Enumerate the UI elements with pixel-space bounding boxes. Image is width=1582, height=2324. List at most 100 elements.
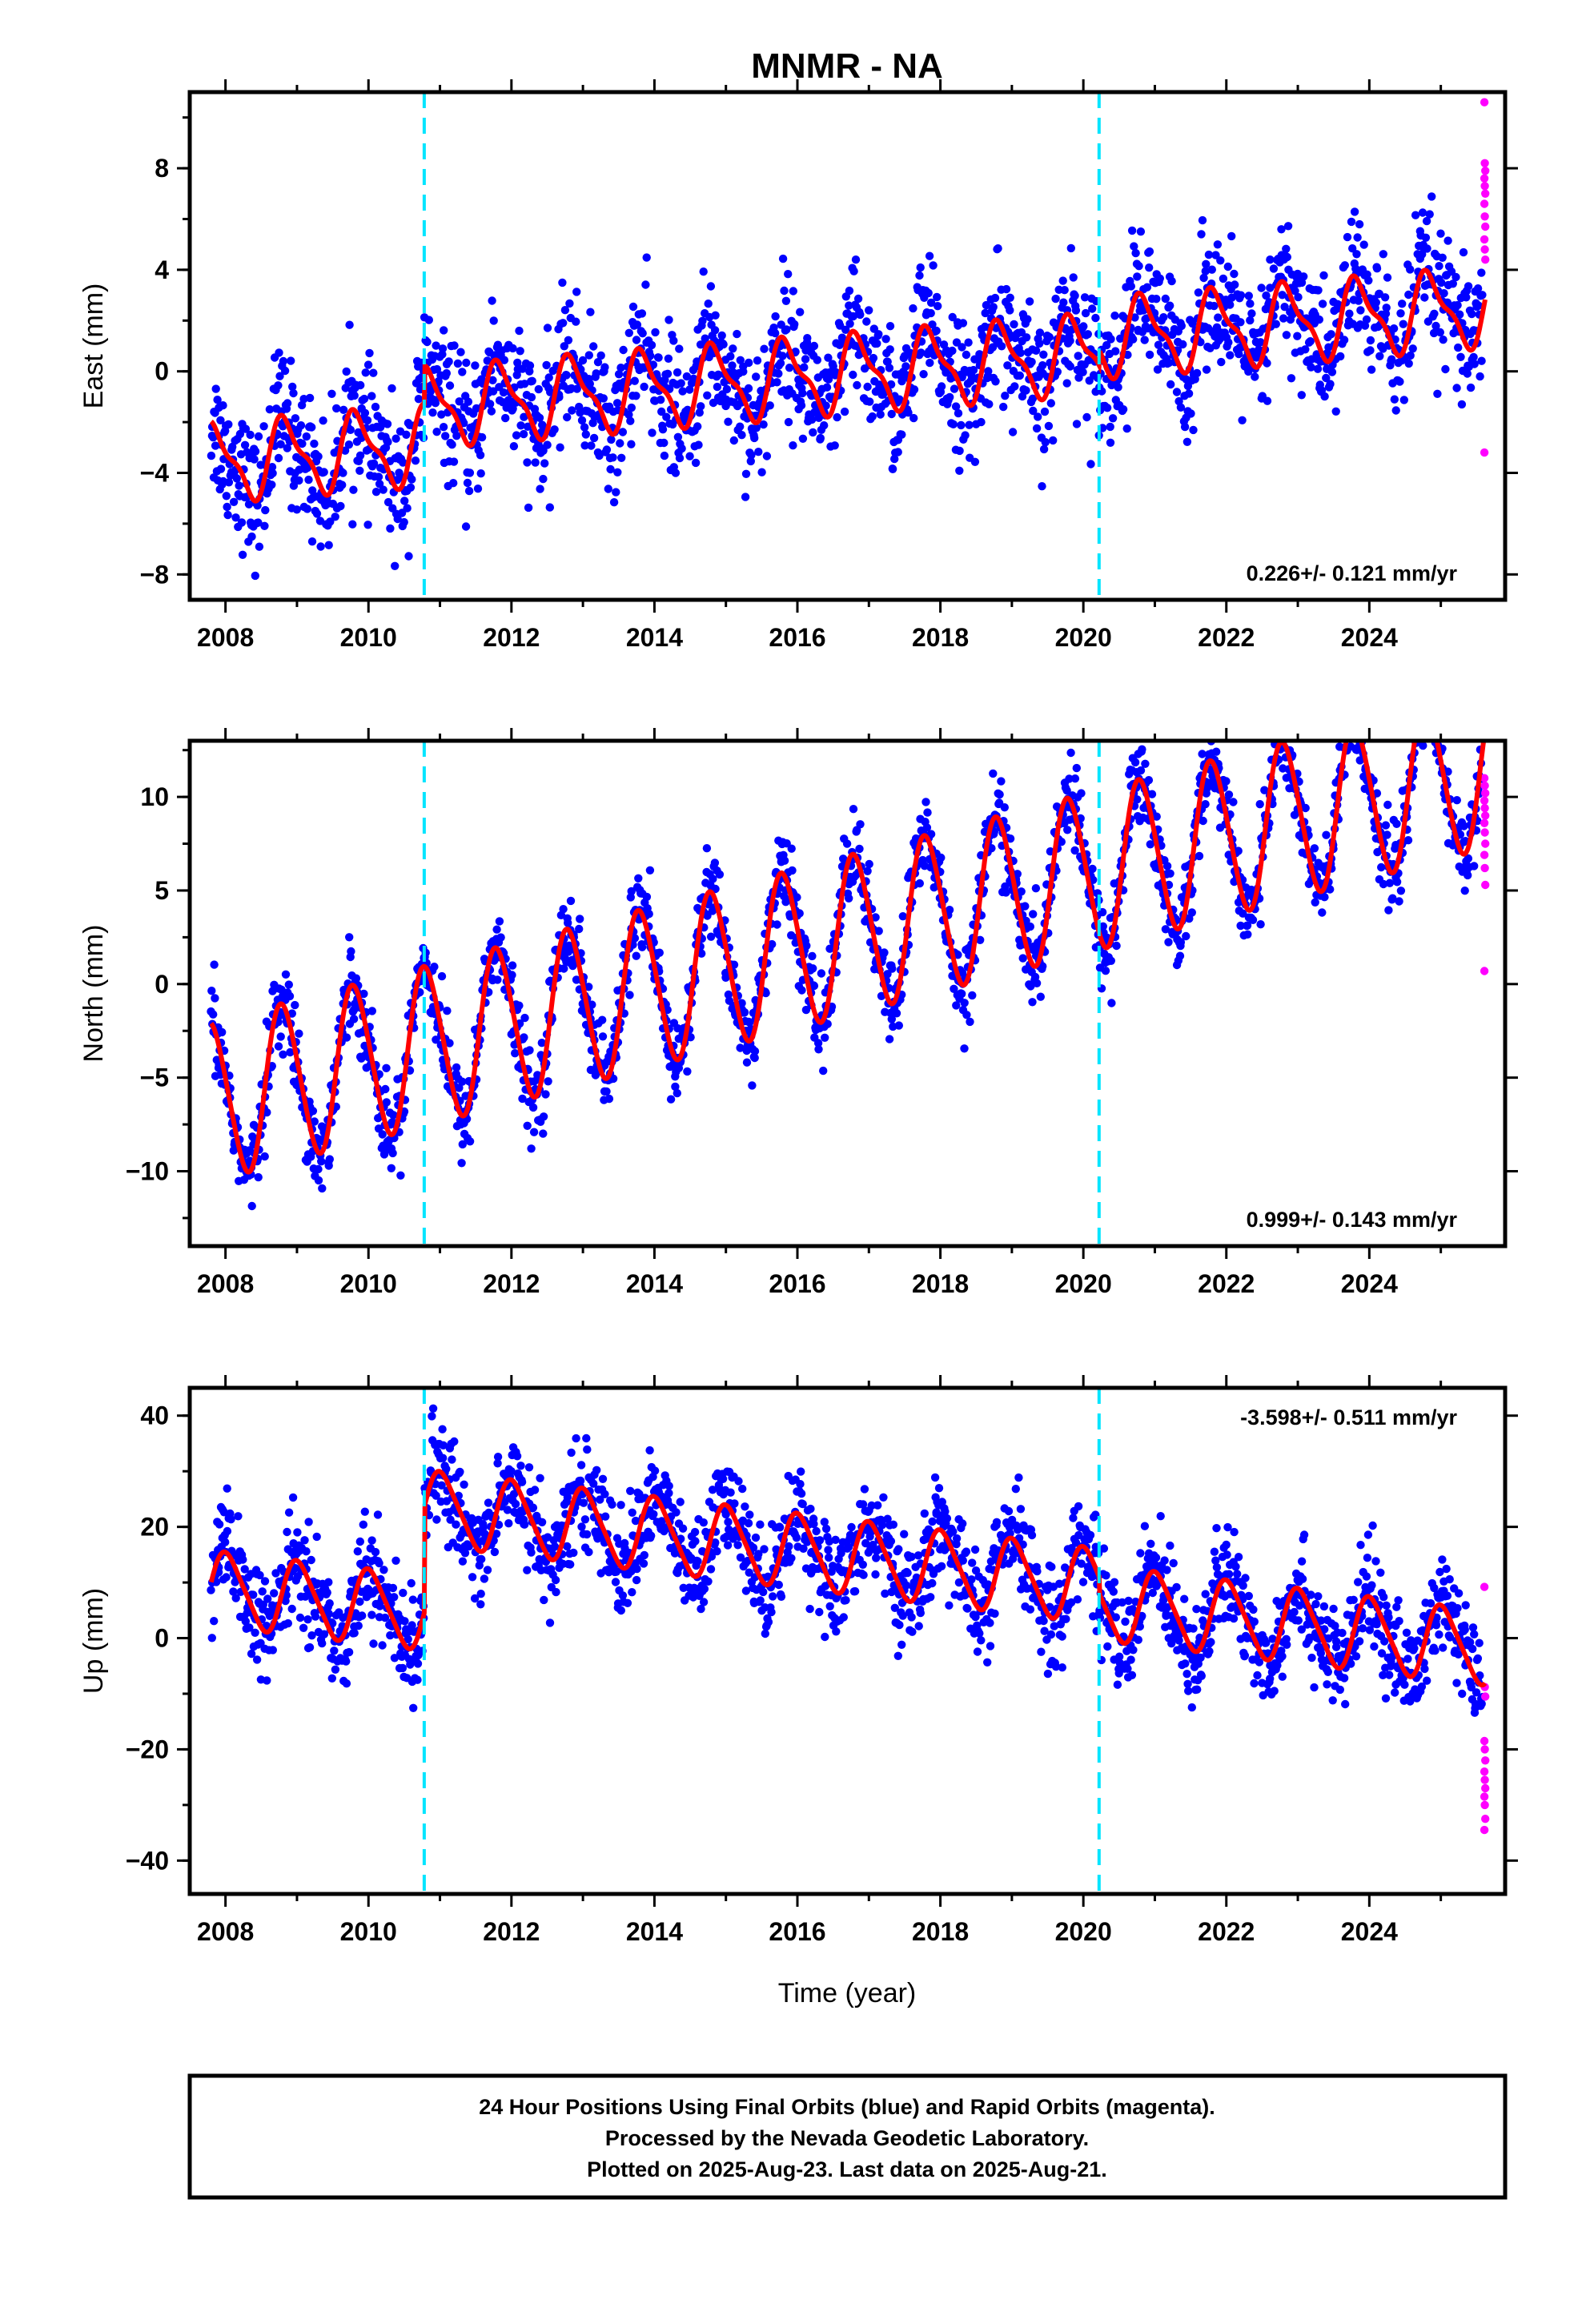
data-point	[523, 1566, 532, 1574]
data-point	[1473, 284, 1483, 293]
data-point	[234, 1512, 243, 1521]
data-point	[960, 1044, 969, 1053]
y-tick-label: −4	[140, 459, 170, 488]
data-point	[729, 436, 738, 445]
data-point	[1214, 313, 1223, 322]
data-point	[232, 474, 241, 483]
data-point	[801, 355, 810, 364]
data-point	[880, 948, 889, 957]
data-point	[324, 541, 333, 549]
data-point	[249, 1590, 258, 1599]
data-point	[663, 369, 673, 378]
data-point	[722, 384, 732, 394]
rapid-point	[1480, 967, 1489, 975]
data-point	[1255, 345, 1263, 354]
data-point	[371, 402, 380, 412]
data-point	[323, 1588, 331, 1597]
data-point	[808, 951, 817, 961]
data-point	[739, 367, 748, 376]
data-point	[1469, 352, 1478, 362]
data-point	[1431, 321, 1440, 331]
data-point	[568, 406, 576, 415]
data-point	[1140, 336, 1149, 344]
data-point	[287, 1604, 296, 1614]
data-point	[608, 1074, 618, 1084]
data-point	[1008, 428, 1018, 436]
data-point	[647, 340, 656, 350]
data-point	[528, 376, 536, 385]
data-point	[1166, 301, 1174, 310]
data-point	[374, 472, 383, 481]
data-point	[599, 394, 608, 403]
data-point	[515, 326, 524, 336]
data-point	[709, 875, 717, 883]
data-point	[476, 451, 485, 460]
data-point	[788, 866, 797, 875]
data-point	[909, 304, 917, 313]
rapid-point	[1480, 98, 1489, 107]
data-point	[1463, 369, 1472, 378]
data-point	[1142, 283, 1152, 292]
data-point	[406, 1660, 415, 1669]
data-point	[284, 980, 293, 989]
data-point	[564, 919, 572, 927]
data-point	[686, 1033, 695, 1042]
rapid-point	[1480, 174, 1489, 183]
data-point	[520, 1520, 529, 1529]
data-point	[528, 1103, 538, 1112]
data-point	[442, 368, 451, 378]
data-point	[231, 513, 240, 522]
data-point	[413, 1659, 423, 1668]
data-point	[560, 306, 570, 315]
data-point	[494, 1520, 504, 1530]
data-point	[559, 319, 568, 328]
data-point	[784, 270, 793, 279]
data-point	[1310, 844, 1319, 853]
data-point	[798, 388, 807, 398]
data-point	[452, 1520, 460, 1529]
data-point	[327, 1674, 336, 1683]
data-point	[863, 866, 872, 876]
data-point	[477, 1554, 486, 1564]
data-point	[1307, 363, 1315, 372]
data-point	[367, 1610, 376, 1619]
data-point	[632, 951, 640, 960]
data-point	[1101, 967, 1110, 975]
data-point	[951, 402, 961, 411]
data-point	[856, 310, 865, 320]
data-point	[1026, 982, 1035, 991]
data-point	[627, 403, 636, 412]
data-point	[616, 439, 624, 448]
data-point	[874, 330, 883, 339]
data-point	[558, 278, 567, 287]
y-tick-label: 0	[155, 970, 169, 999]
x-tick-label: 2016	[769, 1269, 825, 1298]
data-point	[293, 1572, 303, 1581]
data-point	[295, 1029, 303, 1038]
data-point	[1379, 879, 1388, 889]
data-point	[360, 408, 370, 417]
data-point	[373, 1510, 383, 1519]
data-point	[331, 1665, 340, 1674]
data-point	[508, 971, 516, 979]
data-point	[634, 874, 643, 883]
data-point	[363, 360, 373, 369]
data-point	[207, 451, 216, 460]
data-point	[790, 320, 799, 329]
data-point	[537, 1039, 546, 1047]
data-point	[1244, 367, 1253, 376]
data-point	[1439, 336, 1447, 344]
data-point	[662, 412, 671, 421]
data-point	[387, 384, 396, 393]
data-point	[934, 302, 942, 311]
data-point	[1122, 424, 1131, 433]
data-point	[726, 352, 735, 361]
data-point	[754, 448, 763, 456]
data-point	[876, 410, 885, 419]
data-point	[1164, 938, 1173, 947]
data-point	[1066, 362, 1075, 371]
data-point	[1326, 885, 1335, 894]
data-point	[550, 1542, 560, 1551]
data-point	[390, 1654, 400, 1663]
data-point	[524, 503, 533, 513]
